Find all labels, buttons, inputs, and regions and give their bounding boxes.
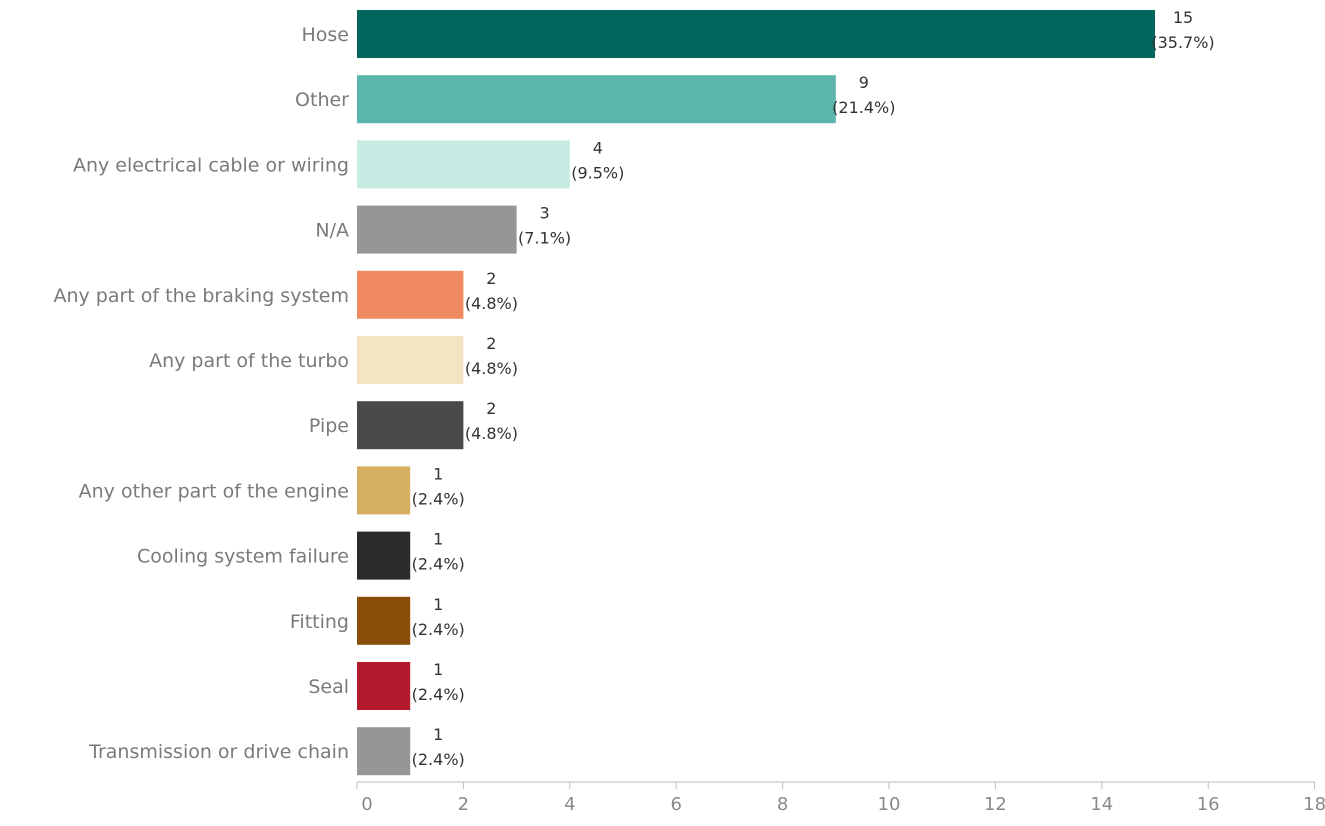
percent-label-4: (4.8%) — [465, 294, 518, 313]
category-label-3: N/A — [315, 220, 349, 242]
percent-label-10: (2.4%) — [412, 685, 465, 704]
x-tick-label-8: 16 — [1197, 794, 1220, 815]
bar-4 — [357, 270, 464, 319]
value-label-6: 2 — [486, 399, 496, 418]
value-label-10: 1 — [433, 660, 443, 679]
category-label-1: Other — [295, 89, 349, 111]
percent-label-3: (7.1%) — [518, 229, 571, 248]
x-tick-label-1: 2 — [458, 794, 469, 815]
category-label-11: Transmission or drive chain — [88, 741, 349, 763]
value-label-4: 2 — [486, 269, 496, 288]
category-label-9: Fitting — [290, 611, 349, 633]
category-label-0: Hose — [302, 24, 350, 46]
category-label-4: Any part of the braking system — [53, 285, 349, 307]
x-tick-label-6: 12 — [984, 794, 1007, 815]
bar-0 — [357, 10, 1155, 58]
bar-9 — [357, 596, 411, 645]
percent-label-2: (9.5%) — [571, 163, 624, 182]
percent-label-11: (2.4%) — [412, 750, 465, 769]
bars-layer — [357, 10, 1155, 776]
category-label-2: Any electrical cable or wiring — [73, 154, 349, 176]
x-tick-label-4: 8 — [777, 794, 788, 815]
x-tick-label-0: 0 — [361, 794, 372, 815]
value-label-11: 1 — [433, 725, 443, 744]
percent-label-1: (21.4%) — [832, 98, 895, 117]
category-label-10: Seal — [308, 676, 349, 698]
bar-6 — [357, 401, 464, 450]
x-tick-label-7: 14 — [1090, 794, 1113, 815]
percent-label-9: (2.4%) — [412, 620, 465, 639]
bar-10 — [357, 662, 411, 710]
x-tick-label-5: 10 — [878, 794, 901, 815]
value-label-5: 2 — [486, 334, 496, 353]
percent-label-7: (2.4%) — [412, 489, 465, 508]
percent-label-8: (2.4%) — [412, 555, 465, 574]
category-label-8: Cooling system failure — [137, 546, 349, 568]
value-label-2: 4 — [593, 138, 603, 157]
bar-5 — [357, 336, 464, 384]
value-label-9: 1 — [433, 595, 443, 614]
value-label-3: 3 — [540, 204, 550, 223]
bar-3 — [357, 205, 517, 254]
category-label-7: Any other part of the engine — [79, 480, 349, 502]
value-label-8: 1 — [433, 530, 443, 549]
category-label-6: Pipe — [309, 415, 349, 437]
value-labels: 15 (35.7%) 9 (21.4%) 4 (9.5%) 3 (7.1%) 2 (4.8%) 2 (… — [412, 8, 1215, 769]
percent-label-6: (4.8%) — [465, 424, 518, 443]
bar-2 — [357, 140, 570, 189]
bar-7 — [357, 466, 411, 515]
bar-8 — [357, 531, 411, 580]
category-labels: Hose Other Any electrical cable or wiring N… — [53, 24, 349, 763]
bar-1 — [357, 75, 836, 124]
percent-label-0: (35.7%) — [1151, 33, 1214, 52]
x-tick-label-9: 18 — [1303, 794, 1325, 815]
percent-label-5: (4.8%) — [465, 359, 518, 378]
value-label-1: 9 — [859, 73, 869, 92]
x-tick-label-2: 4 — [564, 794, 575, 815]
value-label-0: 15 — [1173, 8, 1193, 27]
bar-11 — [357, 727, 411, 776]
category-label-5: Any part of the turbo — [149, 350, 349, 372]
x-tick-label-3: 6 — [670, 794, 681, 815]
value-label-7: 1 — [433, 464, 443, 483]
x-axis: 0 2 4 6 8 10 12 14 16 18 — [356, 781, 1325, 815]
